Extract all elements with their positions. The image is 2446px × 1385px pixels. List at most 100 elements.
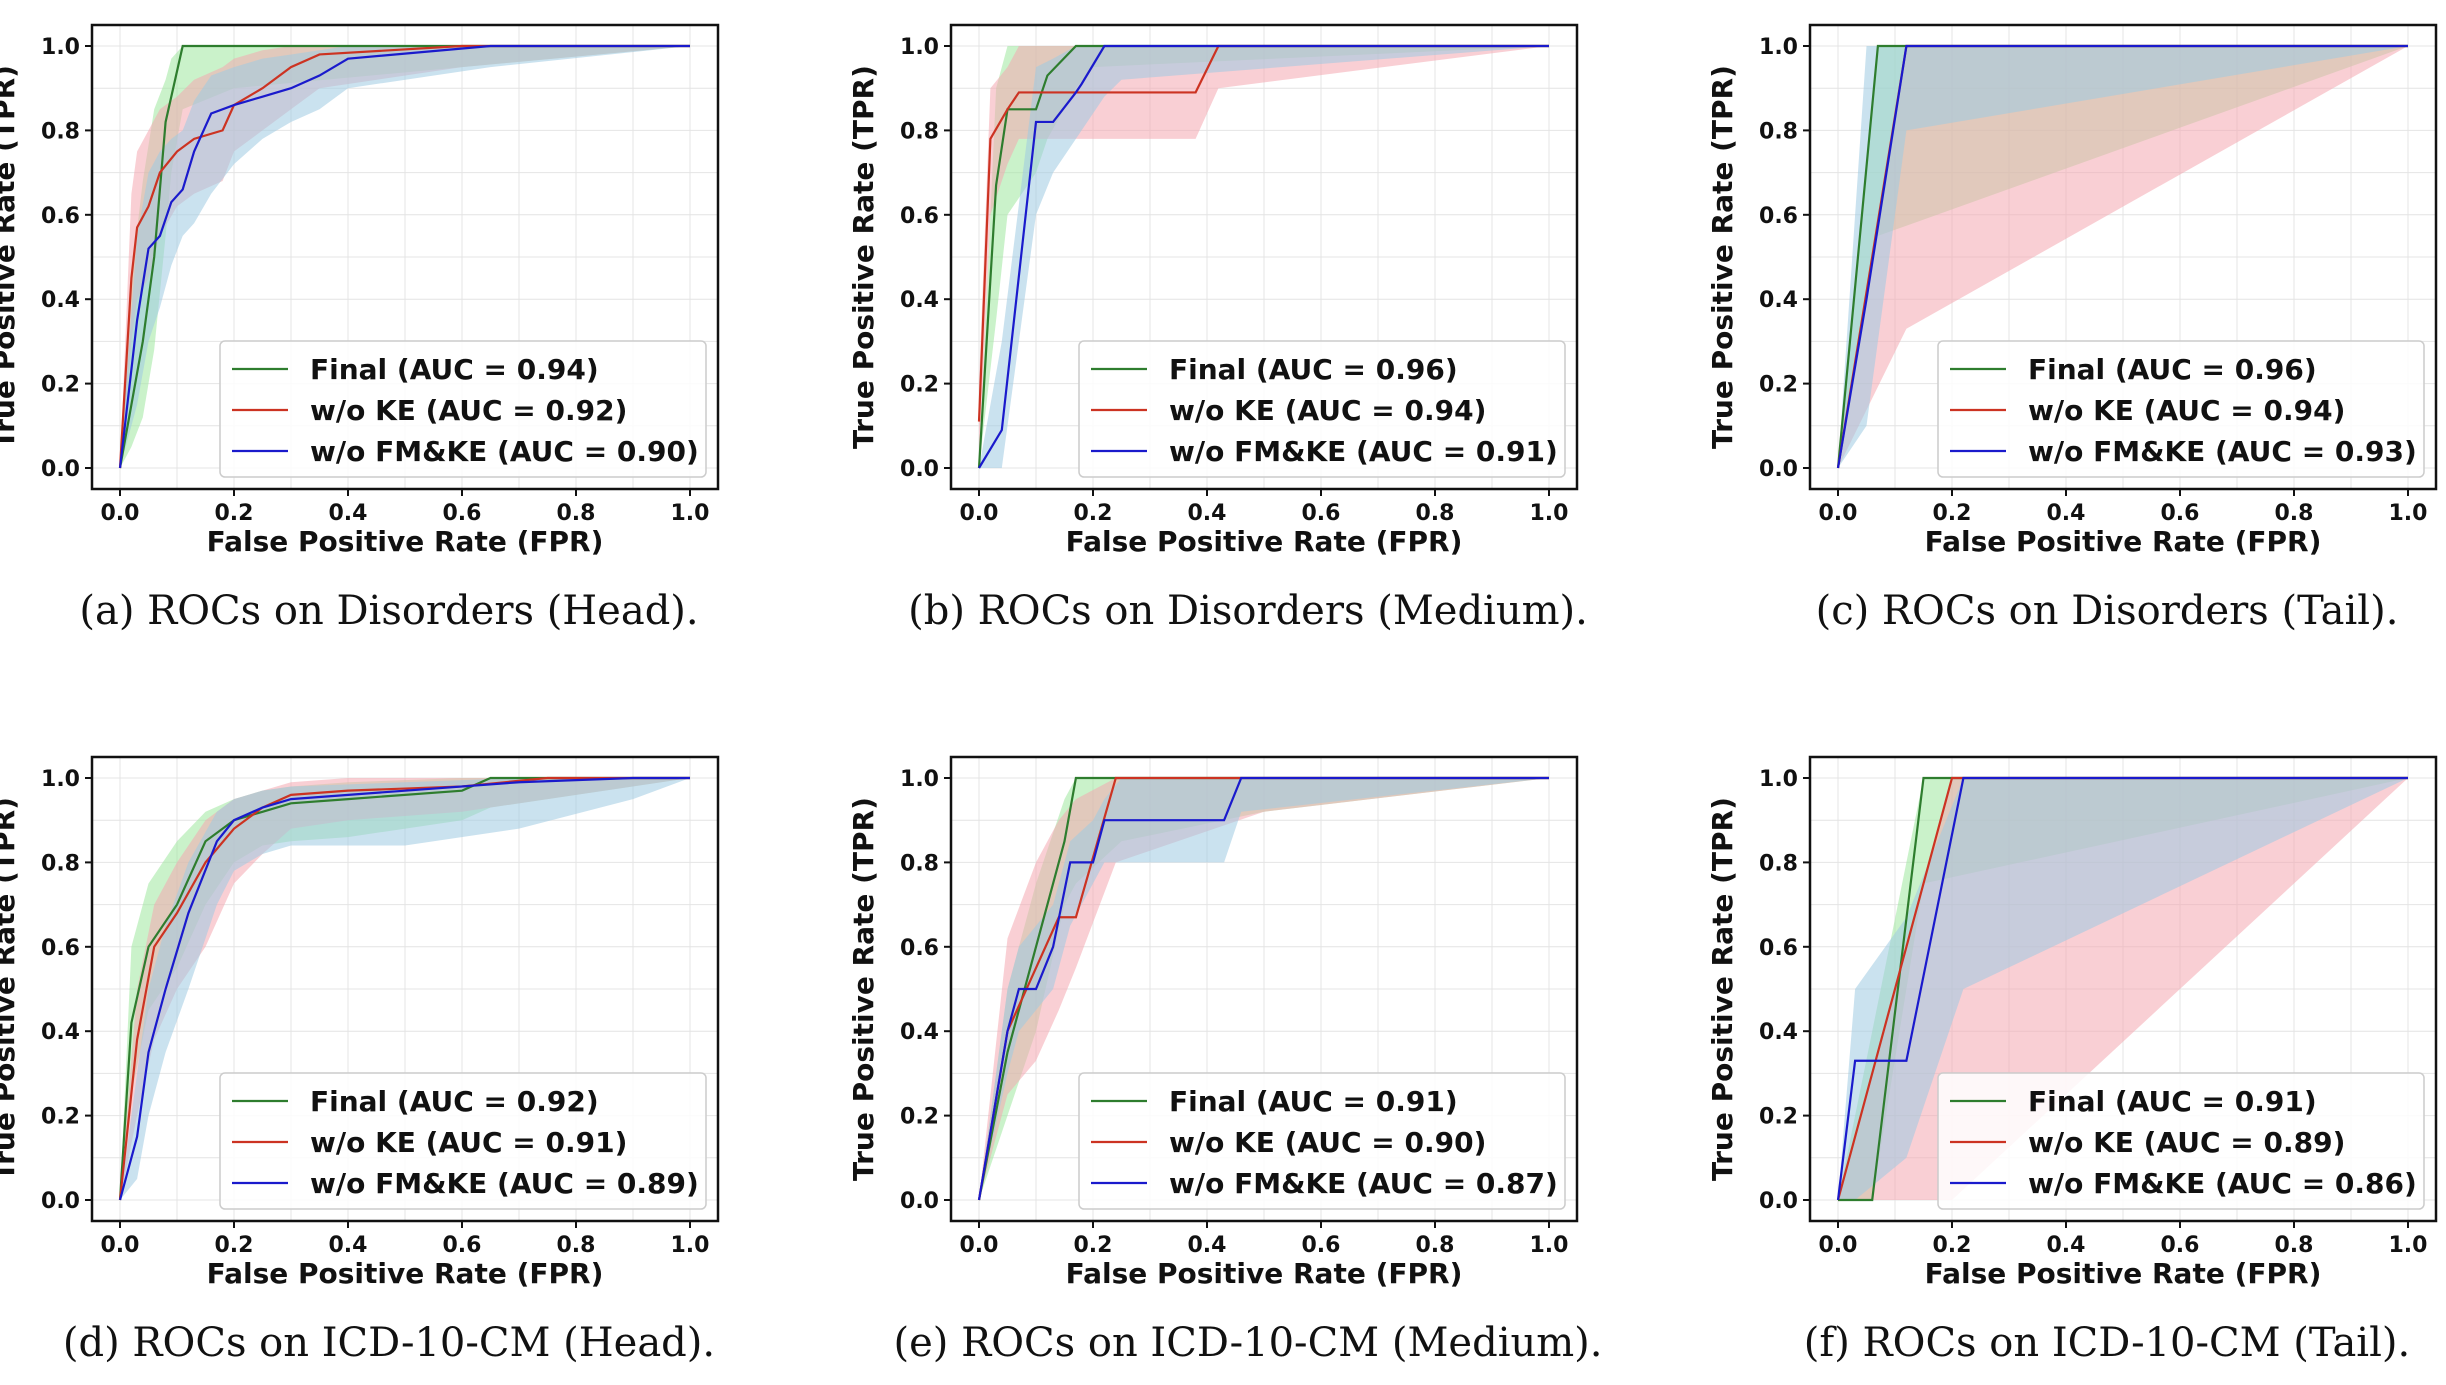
y-tick-label: 1.0 xyxy=(1759,35,1798,60)
x-tick-label: 0.6 xyxy=(2161,501,2200,526)
y-tick-label: 0.2 xyxy=(41,373,80,398)
roc-line-wofmke xyxy=(978,44,1549,469)
roc-line-woke xyxy=(118,44,690,469)
legend-entry-final: Final (AUC = 0.94) xyxy=(310,353,599,386)
y-axis-label: True Positive Rate (TPR) xyxy=(1706,65,1739,449)
legend: Final (AUC = 0.96) w/o KE (AUC = 0.94) w/o… xyxy=(1937,340,2425,478)
legend: Final (AUC = 0.96) w/o KE (AUC = 0.94) w/o… xyxy=(1078,340,1566,478)
x-tick-label: 1.0 xyxy=(1530,1233,1569,1258)
legend-entry-woke: w/o KE (AUC = 0.89) xyxy=(2028,1126,2345,1159)
legend-box xyxy=(1078,1072,1566,1210)
x-tick-label: 0.2 xyxy=(1074,1233,1113,1258)
y-tick-label: 0.4 xyxy=(1759,1020,1798,1045)
x-tick-label: 0.2 xyxy=(215,1233,254,1258)
y-tick-label: 0.8 xyxy=(41,119,80,144)
legend-entry-woke: w/o KE (AUC = 0.92) xyxy=(310,394,627,427)
legend-entry-wofmke: w/o FM&KE (AUC = 0.93) xyxy=(2028,435,2417,468)
y-tick-label: 0.6 xyxy=(1759,936,1798,961)
x-tick-label: 0.6 xyxy=(1302,1233,1341,1258)
y-tick-label: 0.4 xyxy=(900,288,939,313)
y-tick-label: 0.0 xyxy=(41,1189,80,1214)
legend: Final (AUC = 0.91) w/o KE (AUC = 0.90) w/o… xyxy=(1078,1072,1566,1210)
x-tick-label: 0.6 xyxy=(1302,501,1341,526)
x-tick-label: 0.6 xyxy=(2161,1233,2200,1258)
legend-box xyxy=(219,340,707,478)
legend: Final (AUC = 0.92) w/o KE (AUC = 0.91) w/o… xyxy=(219,1072,707,1210)
y-tick-label: 1.0 xyxy=(900,35,939,60)
confidence-band-wofmke xyxy=(979,46,1549,468)
x-tick-label: 0.4 xyxy=(2047,1233,2086,1258)
x-tick-label: 0.0 xyxy=(1819,1233,1858,1258)
y-tick-label: 1.0 xyxy=(900,767,939,792)
y-tick-label: 0.8 xyxy=(1759,851,1798,876)
y-axis-label: True Positive Rate (TPR) xyxy=(0,797,21,1181)
y-tick-label: 0.2 xyxy=(900,373,939,398)
roc-line-wofmke xyxy=(977,776,1549,1201)
chart-panel-4: 0.0 0.2 0.4 0.6 0.8 1.0 0.0 0.2 0.4 0.6 0.8 1.0 Fals… xyxy=(847,755,1579,1290)
y-tick-label: 0.6 xyxy=(900,936,939,961)
y-tick-label: 0.0 xyxy=(1759,1189,1798,1214)
chart-panel-1: 0.0 0.2 0.4 0.6 0.8 1.0 0.0 0.2 0.4 0.6 0.8 1.0 Fals… xyxy=(847,23,1579,558)
roc-line-woke xyxy=(977,776,1549,1201)
axes-frame xyxy=(90,755,720,1223)
x-tick-label: 1.0 xyxy=(671,1233,710,1258)
y-tick-label: 0.0 xyxy=(900,457,939,482)
axes-frame xyxy=(949,755,1579,1223)
legend-entry-final: Final (AUC = 0.91) xyxy=(2028,1085,2317,1118)
x-tick-label: 0.8 xyxy=(2275,501,2314,526)
legend-entry-wofmke: w/o FM&KE (AUC = 0.87) xyxy=(1169,1167,1558,1200)
x-axis-label: False Positive Rate (FPR) xyxy=(207,1257,604,1290)
legend-entry-final: Final (AUC = 0.96) xyxy=(1169,353,1458,386)
y-tick-label: 1.0 xyxy=(1759,767,1798,792)
y-tick-label: 1.0 xyxy=(41,767,80,792)
x-axis-label: False Positive Rate (FPR) xyxy=(1066,1257,1463,1290)
x-tick-label: 0.8 xyxy=(2275,1233,2314,1258)
legend-entry-woke: w/o KE (AUC = 0.94) xyxy=(2028,394,2345,427)
roc-line-final xyxy=(118,44,690,469)
y-tick-label: 0.2 xyxy=(41,1105,80,1130)
y-axis-label: True Positive Rate (TPR) xyxy=(847,797,880,1181)
subfigure-caption: (e) ROCs on ICD-10-CM (Medium). xyxy=(893,1320,1603,1366)
subfigure-caption: (f) ROCs on ICD-10-CM (Tail). xyxy=(1803,1320,2411,1366)
legend-entry-final: Final (AUC = 0.91) xyxy=(1169,1085,1458,1118)
y-tick-label: 0.2 xyxy=(900,1105,939,1130)
x-tick-label: 0.0 xyxy=(1819,501,1858,526)
x-tick-label: 0.4 xyxy=(1188,501,1227,526)
legend-box xyxy=(1078,340,1566,478)
legend-entry-woke: w/o KE (AUC = 0.91) xyxy=(310,1126,627,1159)
x-tick-label: 0.0 xyxy=(101,501,140,526)
y-tick-label: 0.2 xyxy=(1759,373,1798,398)
x-axis-label: False Positive Rate (FPR) xyxy=(1925,525,2322,558)
legend-box xyxy=(1937,1072,2425,1210)
roc-line-wofmke xyxy=(1836,44,2408,469)
x-tick-label: 0.4 xyxy=(329,501,368,526)
x-tick-label: 0.6 xyxy=(443,1233,482,1258)
x-tick-label: 0.4 xyxy=(329,1233,368,1258)
legend-box xyxy=(219,1072,707,1210)
axes-frame xyxy=(1808,755,2438,1223)
confidence-band-wofmke xyxy=(1838,778,2408,1200)
subfigure-caption: (a) ROCs on Disorders (Head). xyxy=(79,588,699,634)
legend: Final (AUC = 0.94) w/o KE (AUC = 0.92) w/o… xyxy=(219,340,707,478)
subfigure-caption: (b) ROCs on Disorders (Medium). xyxy=(908,588,1588,634)
x-tick-label: 0.6 xyxy=(443,501,482,526)
legend-entry-wofmke: w/o FM&KE (AUC = 0.90) xyxy=(310,435,699,468)
y-tick-label: 0.6 xyxy=(41,936,80,961)
x-tick-label: 0.8 xyxy=(557,1233,596,1258)
x-tick-label: 1.0 xyxy=(2389,501,2428,526)
y-tick-label: 0.4 xyxy=(1759,288,1798,313)
axes-frame xyxy=(90,23,720,491)
x-tick-label: 0.8 xyxy=(1416,1233,1455,1258)
legend-entry-final: Final (AUC = 0.92) xyxy=(310,1085,599,1118)
y-tick-label: 0.2 xyxy=(1759,1105,1798,1130)
subfigure-caption: (d) ROCs on ICD-10-CM (Head). xyxy=(62,1320,716,1366)
x-tick-label: 0.2 xyxy=(1933,501,1972,526)
confidence-band-final xyxy=(120,46,690,468)
roc-line-wofmke xyxy=(118,44,690,469)
y-tick-label: 0.8 xyxy=(900,851,939,876)
legend-entry-woke: w/o KE (AUC = 0.94) xyxy=(1169,394,1486,427)
y-axis-label: True Positive Rate (TPR) xyxy=(1706,797,1739,1181)
x-tick-label: 0.0 xyxy=(960,1233,999,1258)
y-tick-label: 0.0 xyxy=(900,1189,939,1214)
